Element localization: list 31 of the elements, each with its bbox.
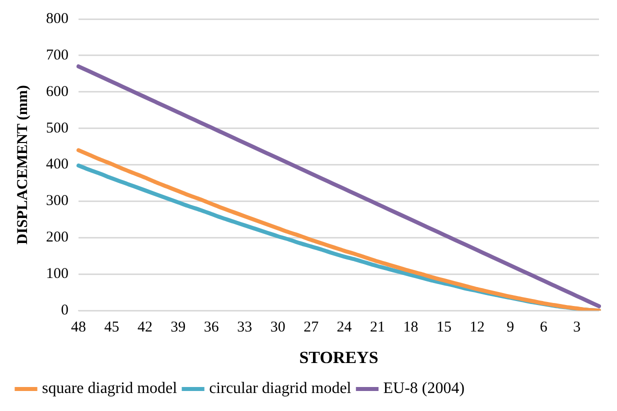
y-tick-label: 800 (46, 10, 68, 27)
x-tick-label: 21 (370, 320, 386, 336)
x-tick-label: 42 (137, 320, 152, 336)
x-tick-label: 15 (436, 320, 452, 336)
x-tick-label: 39 (170, 320, 186, 336)
legend-label: EU-8 (2004) (383, 380, 465, 398)
y-axis-title: DISPLACEMENT (mm) (14, 85, 31, 244)
x-tick-label: 27 (304, 320, 320, 336)
y-tick-label: 0 (61, 302, 68, 319)
x-tick-label: 30 (270, 320, 286, 336)
line-series (76, 64, 601, 308)
x-tick-label: 6 (540, 320, 548, 336)
legend-label: square diagrid model (42, 380, 178, 398)
y-tick-label: 200 (46, 230, 68, 246)
x-tick-label: 48 (71, 320, 86, 336)
x-tick-label: 12 (470, 320, 485, 336)
y-tick-label: 400 (46, 156, 68, 173)
y-tick-label: 500 (46, 120, 68, 136)
x-tick-label: 9 (506, 320, 514, 336)
y-tick-label: 700 (46, 47, 68, 64)
x-tick-label: 45 (104, 320, 120, 336)
x-tick-label: 24 (336, 320, 352, 336)
y-tick-label: 300 (46, 193, 68, 210)
y-tick-label: 100 (46, 266, 68, 282)
x-tick-label: 33 (237, 320, 252, 336)
x-axis-title: STOREYS (299, 348, 378, 368)
legend-label: circular diagrid model (209, 380, 352, 398)
x-tick-label: 3 (573, 320, 581, 336)
x-tick-label: 36 (204, 320, 220, 336)
y-tick-label: 600 (46, 84, 68, 100)
x-tick-label: 18 (403, 320, 418, 336)
